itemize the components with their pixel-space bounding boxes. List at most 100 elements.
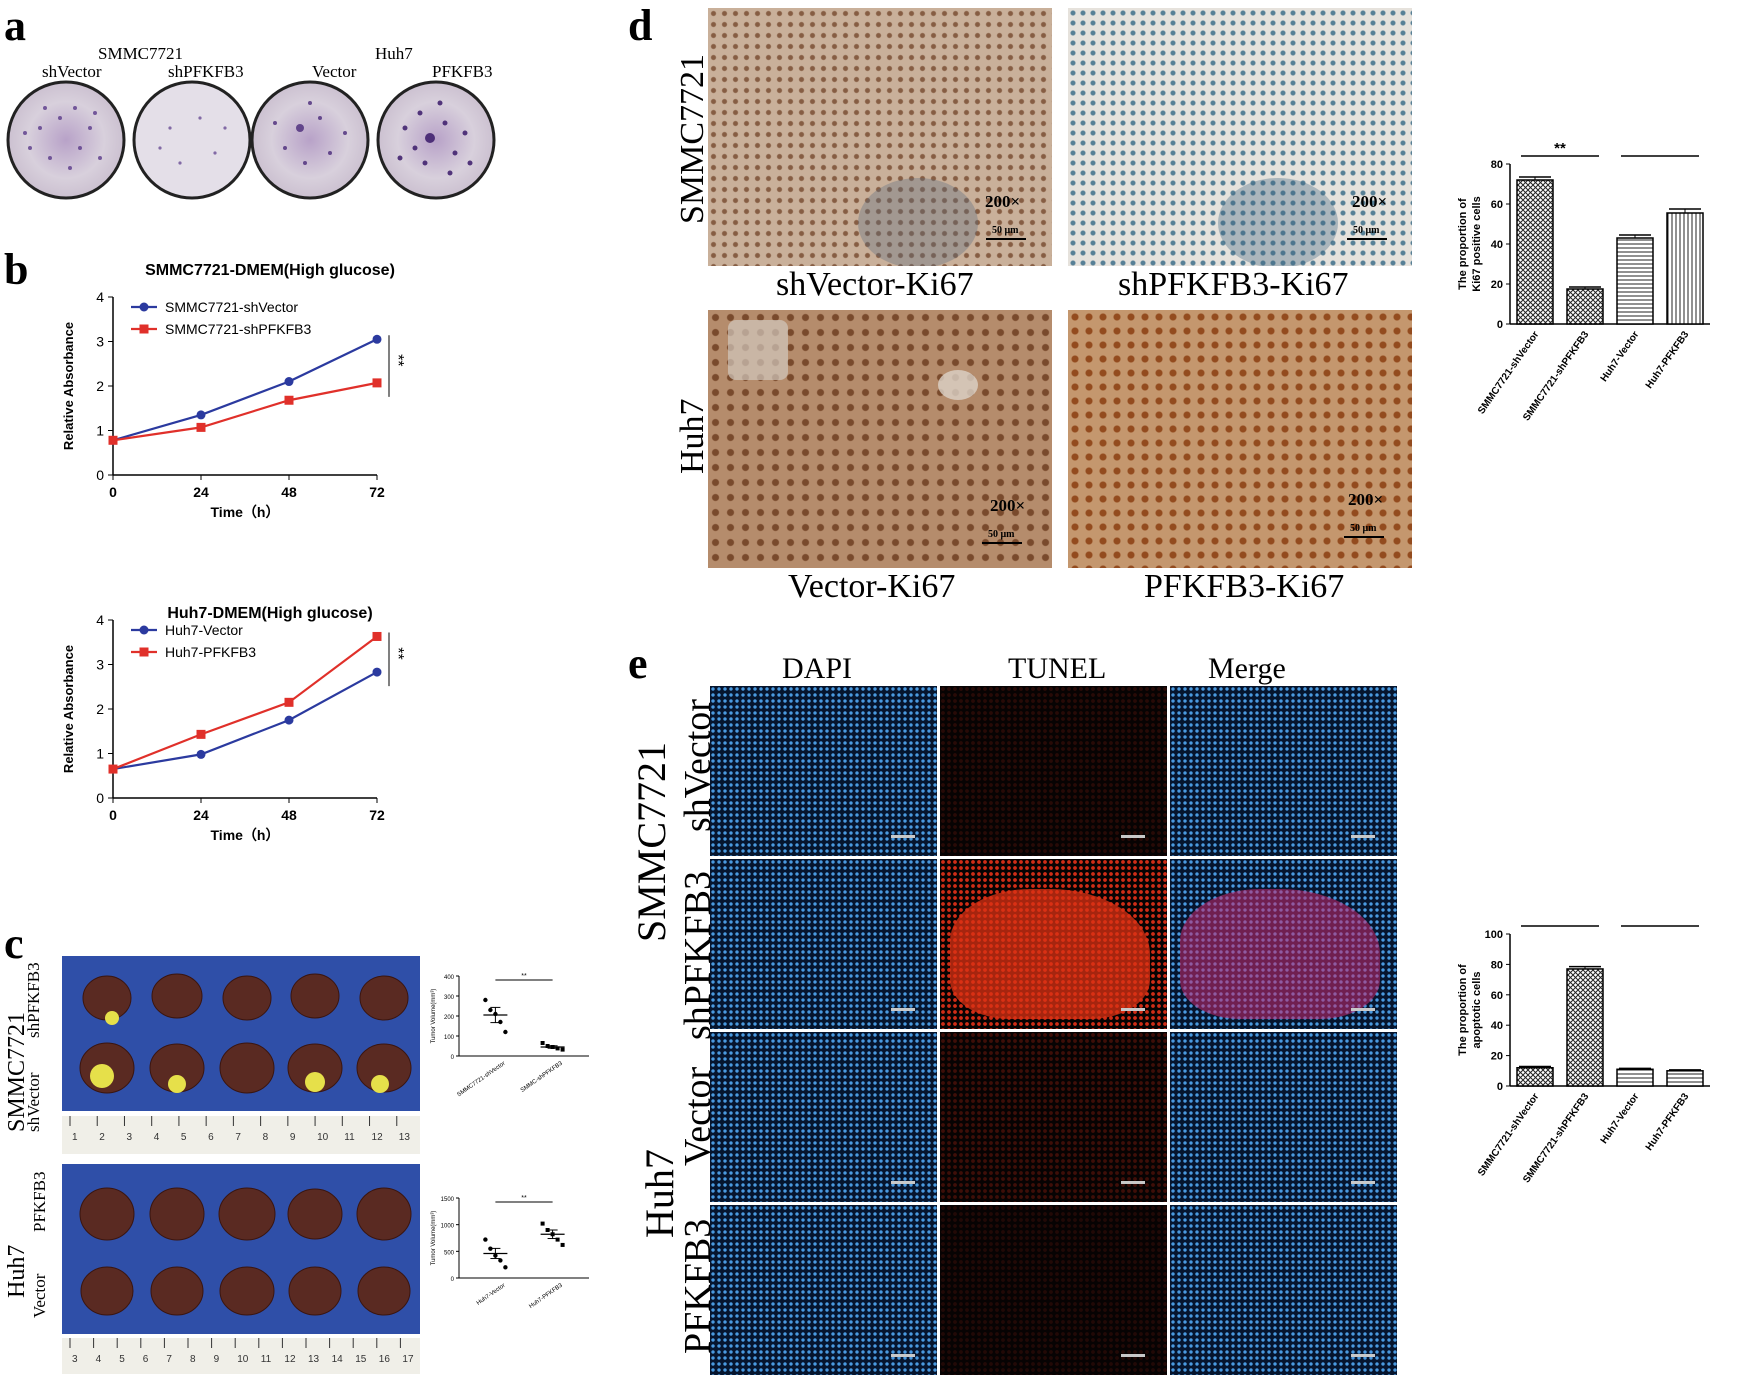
dish-pfkfb3 <box>376 80 496 200</box>
ihc-magnification-1: 200× <box>985 192 1021 211</box>
data-point <box>488 1007 493 1013</box>
y-tick-label: 4 <box>96 289 104 305</box>
ihc-scale-bar-3 <box>982 542 1022 544</box>
x-tick-label: SMMC7721-shVector <box>456 1061 506 1099</box>
data-point <box>503 1029 508 1035</box>
significance-marker: ** <box>389 354 406 366</box>
chart-b1: SMMC7721-DMEM(High glucose) 0 1 2 3 4 0 24 48 72… <box>61 262 406 520</box>
data-point <box>196 410 206 420</box>
tunel-cell-shvector-dapi <box>710 686 937 856</box>
ihc-scale-bar-4 <box>1344 536 1384 538</box>
data-point <box>483 997 488 1003</box>
y-axis-label: Relative Absorbance <box>61 322 76 450</box>
cell-line-label-huh7: Huh7 <box>375 44 413 63</box>
y-tick-label: 3 <box>96 657 104 673</box>
series-line <box>112 338 378 442</box>
chart-c2: 0 500 1000 1500 Tumor Volume(mm³) Huh7-Vector… <box>431 1195 589 1310</box>
tunel-cell-shvector-merge <box>1170 686 1397 856</box>
significance-marker: ** <box>1554 140 1566 157</box>
data-point <box>545 1228 550 1232</box>
ruler-label: 12 <box>372 1132 384 1143</box>
y-tick-label: 80 <box>1491 159 1503 171</box>
tunel-scale-bar <box>1351 1181 1375 1184</box>
y-tick-label: 1000 <box>441 1224 455 1230</box>
dish-shvector <box>6 80 126 200</box>
legend-marker <box>139 647 149 657</box>
data-point <box>196 422 206 432</box>
y-tick-label: 40 <box>1491 1020 1503 1032</box>
dish-label-shpfkfb3: shPFKFB3 <box>168 62 244 81</box>
x-tick-label: 0 <box>109 484 117 500</box>
data-point <box>498 1019 503 1025</box>
chart-b2: Huh7-DMEM(High glucose) 0 1 2 3 4 0 24 48 72 Time… <box>61 605 406 843</box>
x-tick-label: Huh7-Vector <box>1599 1091 1642 1146</box>
tunel-scale-bar <box>1121 835 1145 838</box>
legend-marker <box>139 324 149 334</box>
data-point <box>284 697 294 707</box>
significance-marker: ** <box>1554 920 1566 927</box>
tunel-scale-bar <box>1351 835 1375 838</box>
ihc-caption-shvector: shVector-Ki67 <box>776 266 974 303</box>
y-tick-label: 80 <box>1491 959 1503 971</box>
tunel-scale-bar <box>891 835 915 838</box>
panel-d-row-label-huh7: Huh7 <box>674 398 711 474</box>
panel-e-group-label-smmc7721: SMMC7721 <box>629 741 674 942</box>
data-point <box>372 631 382 641</box>
panel-letter-a: a <box>4 1 26 50</box>
ruler-label: 3 <box>126 1132 132 1143</box>
data-point <box>284 395 294 405</box>
ihc-magnification-4: 200× <box>1348 490 1384 509</box>
y-tick-label: 2 <box>96 378 104 394</box>
ihc-scale-label-2: 50 μm <box>1353 225 1380 236</box>
y-tick-label: 0 <box>96 790 104 806</box>
significance-marker: ** <box>389 647 406 659</box>
ruler-1 <box>62 1116 420 1154</box>
ruler-label: 12 <box>284 1354 296 1365</box>
data-point <box>545 1044 550 1048</box>
data-point <box>555 1237 560 1242</box>
series-line <box>112 635 378 771</box>
y-tick-label: 2 <box>96 701 104 717</box>
tunel-cell-vector-dapi <box>710 1032 937 1202</box>
legend-label: SMMC7721-shPFKFB3 <box>165 321 311 337</box>
dish-label-shvector: shVector <box>42 62 102 81</box>
tunel-cell-shpfkfb3-tunel <box>940 859 1167 1029</box>
data-point <box>540 1221 545 1226</box>
tunel-cell-vector-merge <box>1170 1032 1397 1202</box>
tunel-cell-pfkfb3-dapi <box>710 1205 937 1375</box>
y-tick-label: 0 <box>451 1277 455 1283</box>
ihc-image-pfkfb3 <box>1068 310 1412 568</box>
tunel-scale-bar <box>1121 1181 1145 1184</box>
x-tick-label: 48 <box>281 807 297 823</box>
y-tick-label: 1500 <box>441 1197 455 1203</box>
ihc-scale-label-3: 50 μm <box>988 529 1015 540</box>
ruler-label: 2 <box>99 1132 105 1143</box>
ruler-label: 16 <box>379 1354 391 1365</box>
bar <box>1666 212 1704 325</box>
y-axis-label-line2: apoptotic cells <box>1471 971 1483 1048</box>
data-point <box>108 764 118 774</box>
x-tick-label: Huh7-Vector <box>1599 329 1642 384</box>
data-point <box>560 1047 565 1052</box>
legend-marker <box>139 302 149 312</box>
y-tick-label: 20 <box>1491 1051 1503 1063</box>
series-line <box>112 671 378 771</box>
y-tick-label: 300 <box>444 995 455 1001</box>
tunel-cell-shvector-tunel <box>940 686 1167 856</box>
ruler-label: 6 <box>208 1132 214 1143</box>
panel-c-row-sub-shvector: shVector <box>24 1072 43 1132</box>
data-point <box>503 1265 508 1270</box>
dish-shpfkfb3 <box>132 80 252 200</box>
ruler-label: 13 <box>399 1132 411 1143</box>
panel-letter-b: b <box>4 245 29 294</box>
data-point <box>372 667 382 677</box>
chart-e1: 0 20 40 60 80 100 The proportion of apoptotic c… <box>1457 920 1710 1185</box>
tunel-cell-pfkfb3-merge <box>1170 1205 1397 1375</box>
panel-letter-d: d <box>628 1 653 50</box>
y-axis-label: Tumor Volume(mm³) <box>431 1211 437 1266</box>
tunel-image-grid <box>710 686 1397 1378</box>
series-line <box>112 381 378 442</box>
x-tick-label: Huh7-PFKFB3 <box>1644 329 1692 391</box>
x-tick-label: 24 <box>193 807 209 823</box>
legend-label: Huh7-PFKFB3 <box>165 644 256 660</box>
